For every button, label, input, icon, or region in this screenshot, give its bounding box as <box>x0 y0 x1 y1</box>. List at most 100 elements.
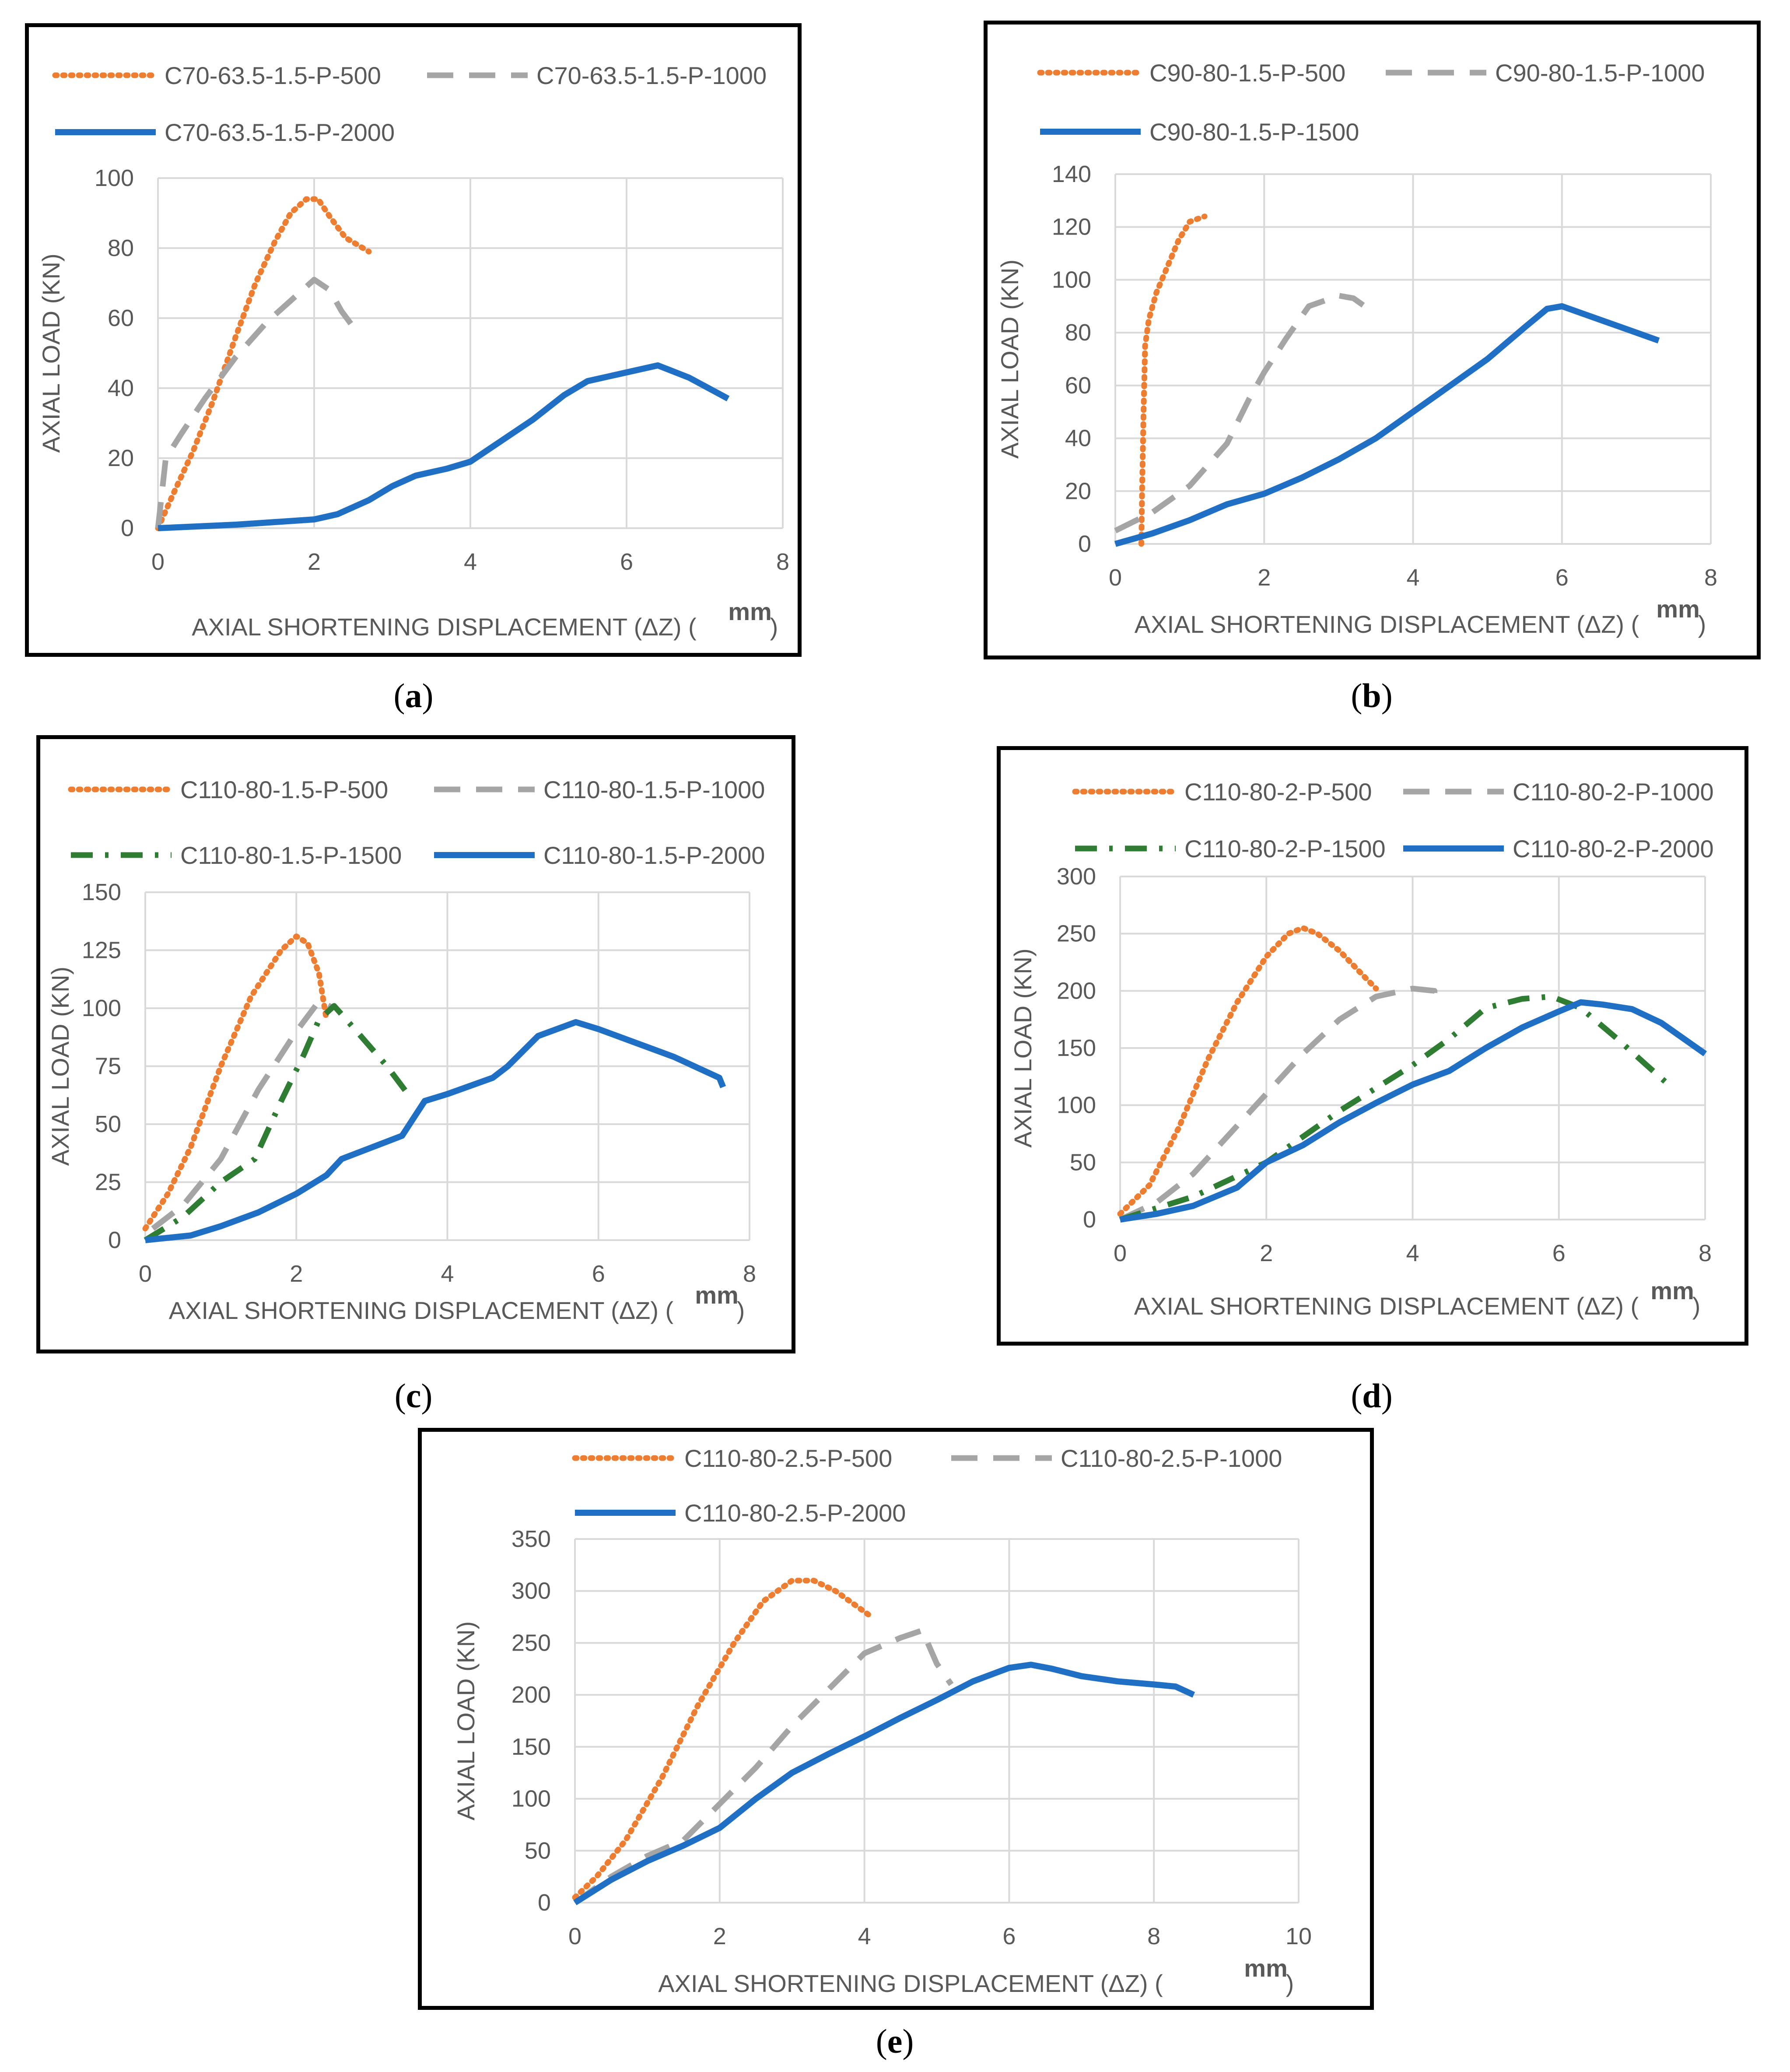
series-line-1 <box>142 933 329 1231</box>
x-axis-unit-paren: ) <box>1286 1970 1294 1997</box>
series-line-3 <box>1114 303 1660 547</box>
y-axis-title: AXIAL LOAD (KN) <box>46 967 74 1166</box>
y-tick-label: 80 <box>1065 319 1091 346</box>
y-tick-label: 75 <box>95 1053 121 1080</box>
legend-label: C90-80-1.5-P-500 <box>1149 59 1345 87</box>
y-tick-label: 0 <box>1078 531 1091 557</box>
caption-c: (c) <box>394 1377 433 1415</box>
x-tick-label: 2 <box>713 1923 726 1949</box>
legend-label: C90-80-1.5-P-1000 <box>1495 59 1705 87</box>
x-tick-label: 4 <box>1406 1240 1419 1266</box>
x-axis-unit: mm <box>728 598 772 625</box>
x-tick-label: 6 <box>620 549 633 575</box>
x-tick-label: 4 <box>1406 564 1419 591</box>
x-tick-label: 6 <box>1552 1240 1566 1266</box>
y-axis-title: AXIAL LOAD (KN) <box>1009 948 1037 1147</box>
caption-a-letter: a <box>405 677 422 715</box>
x-tick-label: 2 <box>1258 564 1271 591</box>
y-tick-label: 120 <box>1052 214 1091 240</box>
x-tick-label: 8 <box>776 549 789 575</box>
x-tick-label: 6 <box>1002 1923 1016 1949</box>
y-axis-title: AXIAL LOAD (KN) <box>996 259 1023 459</box>
series-line-2 <box>155 277 360 529</box>
series-line-1 <box>155 196 372 531</box>
series-line-1 <box>1138 214 1208 547</box>
y-tick-label: 300 <box>1057 863 1096 890</box>
y-tick-label: 0 <box>108 1227 121 1253</box>
x-tick-label: 10 <box>1286 1923 1312 1949</box>
caption-a: (a) <box>393 677 434 715</box>
y-tick-label: 100 <box>511 1786 551 1812</box>
legend-label: C70-63.5-1.5-P-2000 <box>165 119 395 146</box>
legend-label: C110-80-1.5-P-1500 <box>180 841 402 869</box>
legend-label: C110-80-2.5-P-2000 <box>684 1499 906 1527</box>
x-tick-label: 0 <box>1109 564 1122 591</box>
chart-c: 0 2 4 6 8 0 25 50 75 100 125 150 AXIAL LOAD (KN) AXIA… <box>46 776 765 1324</box>
y-tick-label: 200 <box>511 1682 551 1708</box>
x-tick-label: 0 <box>139 1261 152 1287</box>
caption-b-letter: b <box>1362 677 1381 715</box>
y-tick-label: 80 <box>108 235 134 261</box>
x-axis-unit: mm <box>695 1281 739 1309</box>
y-tick-label: 100 <box>1052 266 1091 293</box>
legend-label: C110-80-2-P-500 <box>1184 778 1372 806</box>
series-line-2 <box>1114 293 1370 533</box>
y-tick-label: 50 <box>1070 1149 1096 1175</box>
y-tick-label: 125 <box>82 937 121 964</box>
legend-label: C90-80-1.5-P-1500 <box>1149 118 1359 146</box>
y-tick-label: 20 <box>108 445 134 471</box>
y-axis-title: AXIAL LOAD (KN) <box>37 253 65 452</box>
x-tick-label: 0 <box>568 1923 581 1949</box>
series-line-4 <box>1119 999 1707 1223</box>
y-tick-label: 0 <box>538 1890 551 1916</box>
x-tick-label: 8 <box>1704 564 1717 591</box>
gridlines <box>1119 876 1706 1220</box>
series-line-3 <box>1119 993 1671 1223</box>
x-axis-unit-paren: ) <box>1692 1292 1701 1320</box>
chart-d: 0 2 4 6 8 0 50 100 150 200 250 300 AXIAL LOAD (KN) AX… <box>1009 778 1714 1320</box>
caption-e: (e) <box>876 2022 914 2060</box>
chart-panel-d: 0 2 4 6 8 0 50 100 150 200 250 300 AXIAL LOAD (KN) AX… <box>997 746 1748 1346</box>
y-tick-label: 60 <box>108 305 134 331</box>
y-tick-label: 25 <box>95 1169 121 1196</box>
y-tick-label: 50 <box>95 1111 121 1137</box>
chart-panel-e: 0 2 4 6 8 10 0 50 100 150 200 250 300 350 AXIAL LOAD (… <box>418 1428 1374 2010</box>
x-tick-label: 8 <box>1699 1240 1712 1266</box>
chart-panel-c: 0 2 4 6 8 0 25 50 75 100 125 150 AXIAL LOAD (KN) AXIA… <box>36 735 795 1353</box>
caption-e-letter: e <box>887 2022 903 2060</box>
y-tick-label: 0 <box>121 515 134 541</box>
x-tick-label: 8 <box>743 1261 756 1287</box>
series-line-2 <box>151 998 336 1231</box>
legend-label: C110-80-2.5-P-1000 <box>1061 1444 1282 1472</box>
x-axis-title: AXIAL SHORTENING DISPLACEMENT (ΔZ) ( <box>169 1297 674 1324</box>
series-line-1 <box>1117 925 1379 1217</box>
x-tick-label: 0 <box>151 549 165 575</box>
legend-label: C110-80-2-P-1000 <box>1513 778 1714 806</box>
series-line-2 <box>1119 985 1438 1222</box>
x-axis-title: AXIAL SHORTENING DISPLACEMENT (ΔZ) ( <box>192 613 697 641</box>
y-tick-label: 150 <box>1057 1035 1096 1061</box>
y-tick-label: 60 <box>1065 372 1091 399</box>
series-line-3 <box>144 1003 412 1243</box>
x-axis-title: AXIAL SHORTENING DISPLACEMENT (ΔZ) ( <box>1135 610 1639 638</box>
legend-label: C110-80-2-P-1500 <box>1184 835 1386 862</box>
caption-d-letter: d <box>1362 1377 1381 1415</box>
series-line-2 <box>573 1627 954 1905</box>
legend-label: C70-63.5-1.5-P-1000 <box>536 62 767 89</box>
y-tick-label: 20 <box>1065 478 1091 504</box>
y-tick-label: 200 <box>1057 978 1096 1004</box>
legend-label: C110-80-1.5-P-2000 <box>543 841 765 869</box>
y-tick-label: 300 <box>511 1578 551 1604</box>
x-axis-unit-paren: ) <box>1698 610 1706 638</box>
x-axis-title: AXIAL SHORTENING DISPLACEMENT (ΔZ) ( <box>658 1970 1163 1997</box>
legend-label: C110-80-2-P-2000 <box>1513 835 1714 862</box>
x-tick-label: 8 <box>1147 1923 1160 1949</box>
x-axis-unit-paren: ) <box>737 1297 745 1324</box>
y-tick-label: 250 <box>511 1630 551 1656</box>
y-tick-label: 0 <box>1083 1206 1096 1233</box>
legend-label: C110-80-1.5-P-1000 <box>543 776 765 803</box>
x-tick-label: 6 <box>592 1261 605 1287</box>
